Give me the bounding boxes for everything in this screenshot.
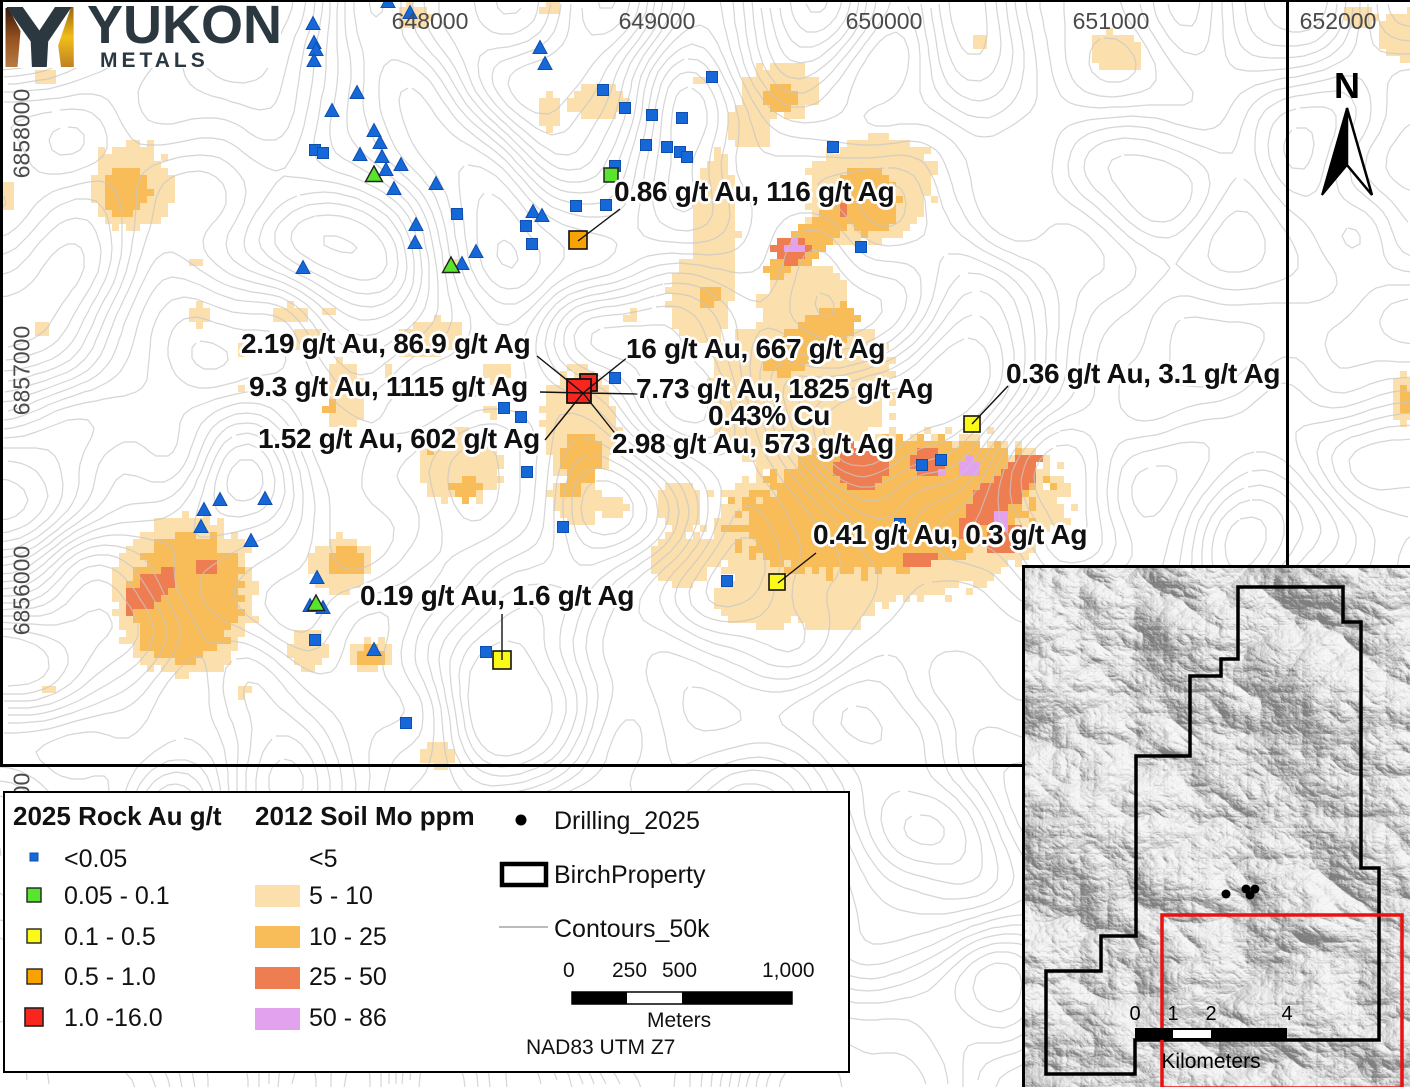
svg-text:Kilometers: Kilometers xyxy=(1161,1050,1260,1073)
svg-text:1: 1 xyxy=(1167,1003,1178,1025)
svg-text:0: 0 xyxy=(1129,1003,1140,1025)
svg-text:4: 4 xyxy=(1281,1003,1292,1025)
svg-text:2: 2 xyxy=(1205,1003,1216,1025)
svg-text:N: N xyxy=(1334,66,1360,106)
